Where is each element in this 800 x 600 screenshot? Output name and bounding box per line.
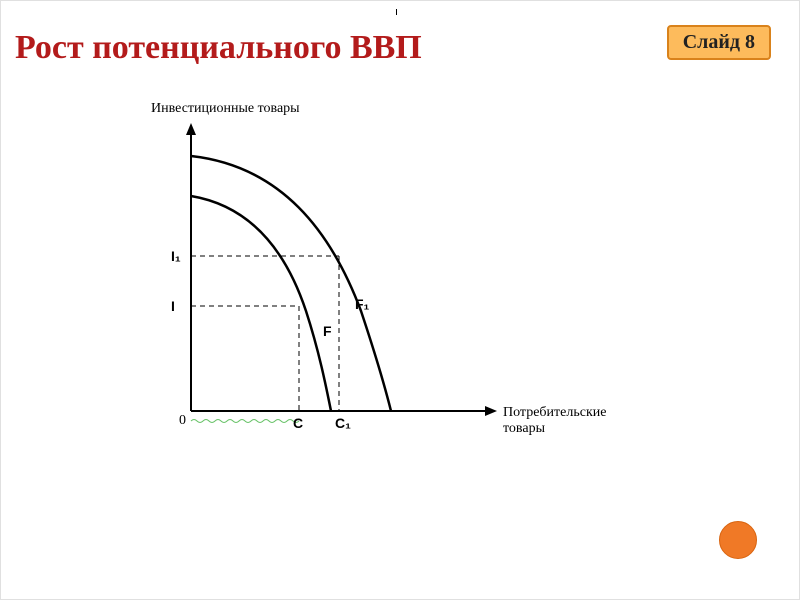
label-F: F (323, 323, 332, 339)
y-arrow (186, 123, 196, 135)
green-underline (191, 420, 299, 423)
label-I1: I₁ (171, 248, 181, 264)
x-arrow (485, 406, 497, 416)
ppf-chart: Инвестиционные товары 0 Потребительские … (91, 111, 611, 471)
slide: Рост потенциального ВВП Слайд 8 Инвестиц… (0, 0, 800, 600)
slide-title: Рост потенциального ВВП (15, 29, 422, 67)
label-I: I (171, 298, 175, 314)
top-mark (396, 9, 397, 15)
label-C1: C₁ (335, 415, 351, 431)
ppf-curve-outer (191, 156, 391, 411)
nav-dot[interactable] (719, 521, 757, 559)
x-axis-label: Потребительские товары (503, 405, 611, 437)
y-axis-label: Инвестиционные товары (151, 101, 300, 117)
slide-number-badge: Слайд 8 (667, 25, 771, 60)
ppf-curve-inner (191, 196, 331, 411)
label-F1: F₁ (355, 296, 369, 312)
label-C: C (293, 415, 303, 431)
origin-label: 0 (179, 413, 186, 429)
